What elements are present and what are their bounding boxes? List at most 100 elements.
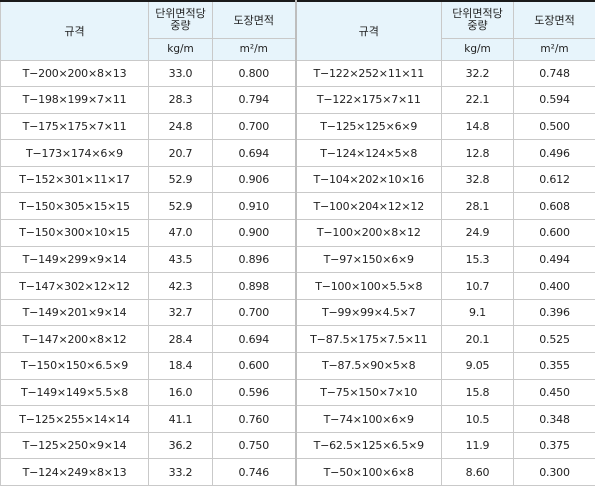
spec-right-cell: T−100×200×8×12 (296, 220, 442, 247)
spec-left-cell: T−175×175×7×11 (1, 113, 149, 140)
spec-left-cell: T−200×200×8×13 (1, 60, 149, 87)
spec-left-cell: T−150×300×10×15 (1, 220, 149, 247)
header-unit-weight-right-line2: 중량 (442, 20, 513, 32)
unit-weight-left-cell: 52.9 (149, 193, 213, 220)
spec-left-cell: T−147×302×12×12 (1, 273, 149, 300)
spec-left-cell: T−150×150×6.5×9 (1, 353, 149, 380)
unit-weight-right-cell: 10.7 (442, 273, 514, 300)
paint-area-right-cell: 0.748 (514, 60, 595, 87)
unit-weight-unit-right: kg/m (442, 38, 514, 60)
unit-weight-right-cell: 28.1 (442, 193, 514, 220)
unit-weight-right-cell: 15.3 (442, 246, 514, 273)
paint-area-left-cell: 0.750 (213, 432, 296, 459)
paint-area-right-cell: 0.300 (514, 459, 595, 486)
paint-area-unit-left: m²/m (213, 38, 296, 60)
unit-weight-left-cell: 33.2 (149, 459, 213, 486)
spec-right-cell: T−100×100×5.5×8 (296, 273, 442, 300)
paint-area-left-cell: 0.700 (213, 113, 296, 140)
header-unit-weight-right-line1: 단위면적당 (442, 8, 513, 20)
spec-left-cell: T−124×249×8×13 (1, 459, 149, 486)
unit-weight-right-cell: 9.05 (442, 353, 514, 380)
spec-left-cell: T−125×250×9×14 (1, 432, 149, 459)
unit-weight-left-cell: 43.5 (149, 246, 213, 273)
spec-right-cell: T−50×100×6×8 (296, 459, 442, 486)
spec-left-cell: T−150×305×15×15 (1, 193, 149, 220)
unit-weight-left-cell: 18.4 (149, 353, 213, 380)
spec-right-cell: T−122×175×7×11 (296, 87, 442, 114)
unit-weight-right-cell: 10.5 (442, 406, 514, 433)
unit-weight-right-cell: 15.8 (442, 379, 514, 406)
spec-right-cell: T−104×202×10×16 (296, 166, 442, 193)
spec-left-cell: T−149×201×9×14 (1, 299, 149, 326)
paint-area-left-cell: 0.900 (213, 220, 296, 247)
paint-area-left-cell: 0.746 (213, 459, 296, 486)
spec-left-cell: T−149×149×5.5×8 (1, 379, 149, 406)
header-unit-weight-left-line2: 중량 (149, 20, 212, 32)
header-unit-weight-left: 단위면적당 중량 (149, 1, 213, 38)
unit-weight-right-cell: 20.1 (442, 326, 514, 353)
header-spec-right: 규격 (296, 1, 442, 60)
unit-weight-right-cell: 11.9 (442, 432, 514, 459)
unit-weight-left-cell: 16.0 (149, 379, 213, 406)
paint-area-left-cell: 0.760 (213, 406, 296, 433)
spec-left-cell: T−147×200×8×12 (1, 326, 149, 353)
spec-left-cell: T−125×255×14×14 (1, 406, 149, 433)
unit-weight-right-cell: 22.1 (442, 87, 514, 114)
paint-area-left-cell: 0.694 (213, 326, 296, 353)
spec-right-cell: T−74×100×6×9 (296, 406, 442, 433)
header-paint-area-left: 도장면적 (213, 1, 296, 38)
unit-weight-left-cell: 20.7 (149, 140, 213, 167)
header-spec-left: 규격 (1, 1, 149, 60)
spec-left-cell: T−173×174×6×9 (1, 140, 149, 167)
paint-area-right-cell: 0.594 (514, 87, 595, 114)
header-unit-weight-left-line1: 단위면적당 (149, 8, 212, 20)
paint-area-right-cell: 0.500 (514, 113, 595, 140)
paint-area-left-cell: 0.910 (213, 193, 296, 220)
spec-left-cell: T−149×299×9×14 (1, 246, 149, 273)
paint-area-left-cell: 0.896 (213, 246, 296, 273)
paint-area-unit-right: m²/m (514, 38, 595, 60)
paint-area-left-cell: 0.700 (213, 299, 296, 326)
unit-weight-right-cell: 12.8 (442, 140, 514, 167)
unit-weight-right-cell: 24.9 (442, 220, 514, 247)
paint-area-right-cell: 0.608 (514, 193, 595, 220)
header-paint-area-right: 도장면적 (514, 1, 595, 38)
spec-right-cell: T−62.5×125×6.5×9 (296, 432, 442, 459)
table-header-row: 규격 단위면적당 중량 도장면적 규격 단위면적당 중량 도장면적 (1, 1, 595, 38)
paint-area-right-cell: 0.525 (514, 326, 595, 353)
paint-area-right-cell: 0.400 (514, 273, 595, 300)
paint-area-left-cell: 0.906 (213, 166, 296, 193)
paint-area-left-cell: 0.596 (213, 379, 296, 406)
unit-weight-left-cell: 41.1 (149, 406, 213, 433)
spec-right-cell: T−122×252×11×11 (296, 60, 442, 87)
unit-weight-unit-left: kg/m (149, 38, 213, 60)
unit-weight-left-cell: 28.4 (149, 326, 213, 353)
paint-area-right-cell: 0.600 (514, 220, 595, 247)
unit-weight-right-cell: 14.8 (442, 113, 514, 140)
paint-area-right-cell: 0.375 (514, 432, 595, 459)
spec-left-cell: T−152×301×11×17 (1, 166, 149, 193)
paint-area-left-cell: 0.600 (213, 353, 296, 380)
header-unit-weight-right: 단위면적당 중량 (442, 1, 514, 38)
spec-right-cell: T−99×99×4.5×7 (296, 299, 442, 326)
spec-right-cell: T−125×125×6×9 (296, 113, 442, 140)
spec-left-cell: T−198×199×7×11 (1, 87, 149, 114)
unit-weight-left-cell: 33.0 (149, 60, 213, 87)
unit-weight-left-cell: 32.7 (149, 299, 213, 326)
paint-area-right-cell: 0.496 (514, 140, 595, 167)
spec-right-cell: T−75×150×7×10 (296, 379, 442, 406)
unit-weight-left-cell: 47.0 (149, 220, 213, 247)
paint-area-right-cell: 0.348 (514, 406, 595, 433)
